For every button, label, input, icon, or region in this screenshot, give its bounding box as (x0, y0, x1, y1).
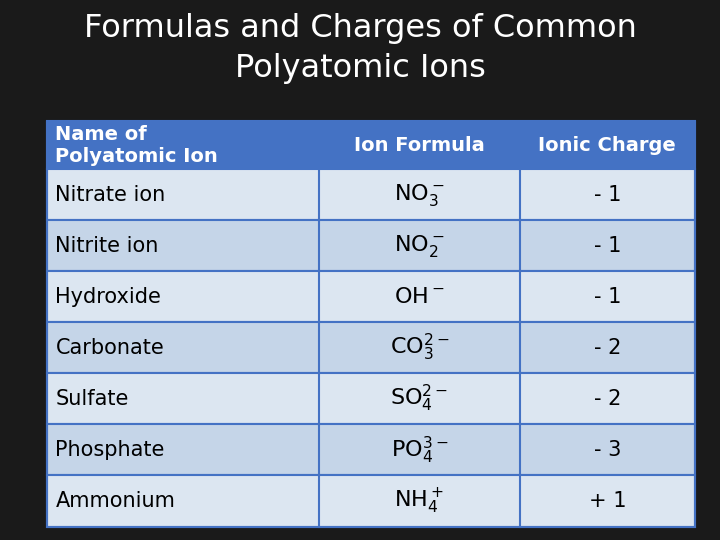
Text: - 1: - 1 (593, 236, 621, 256)
Bar (47, 169, 695, 220)
Bar (47, 475, 695, 526)
Text: Nitrite ion: Nitrite ion (55, 236, 159, 256)
Bar (47, 220, 695, 271)
Text: Ammonium: Ammonium (55, 491, 175, 511)
Bar (47, 373, 695, 424)
Text: Ionic Charge: Ionic Charge (539, 136, 676, 155)
Text: $\mathrm{OH^-}$: $\mathrm{OH^-}$ (394, 287, 445, 307)
Text: $\mathrm{PO_4^{3-}}$: $\mathrm{PO_4^{3-}}$ (391, 434, 448, 465)
Text: - 3: - 3 (593, 440, 621, 460)
Text: + 1: + 1 (588, 491, 626, 511)
Text: - 2: - 2 (593, 389, 621, 409)
Text: Nitrate ion: Nitrate ion (55, 185, 166, 205)
Text: Carbonate: Carbonate (55, 338, 164, 358)
Bar (47, 322, 695, 373)
Text: Name of
Polyatomic Ion: Name of Polyatomic Ion (55, 125, 218, 166)
Bar (47, 424, 695, 475)
Text: - 1: - 1 (593, 287, 621, 307)
Text: Sulfate: Sulfate (55, 389, 129, 409)
Text: Formulas and Charges of Common
Polyatomic Ions: Formulas and Charges of Common Polyatomi… (84, 14, 636, 84)
Text: $\mathrm{NO_3^-}$: $\mathrm{NO_3^-}$ (394, 181, 445, 208)
Text: $\mathrm{NH_4^+}$: $\mathrm{NH_4^+}$ (395, 487, 444, 516)
Text: $\mathrm{NO_2^-}$: $\mathrm{NO_2^-}$ (394, 233, 445, 259)
Text: $\mathrm{CO_3^{2-}}$: $\mathrm{CO_3^{2-}}$ (390, 332, 449, 363)
Bar (47, 122, 695, 169)
Text: - 2: - 2 (593, 338, 621, 358)
Text: Hydroxide: Hydroxide (55, 287, 161, 307)
Text: $\mathrm{SO_4^{2-}}$: $\mathrm{SO_4^{2-}}$ (390, 383, 449, 415)
Bar (47, 271, 695, 322)
Text: Phosphate: Phosphate (55, 440, 165, 460)
Text: - 1: - 1 (593, 185, 621, 205)
Text: Ion Formula: Ion Formula (354, 136, 485, 155)
